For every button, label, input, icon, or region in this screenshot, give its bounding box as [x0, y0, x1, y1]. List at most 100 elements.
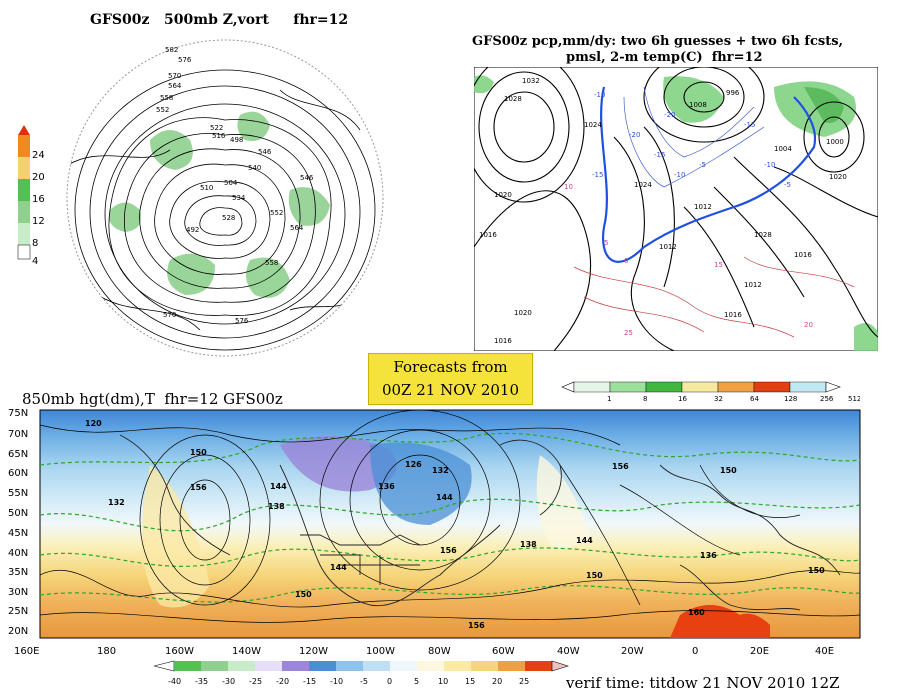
temp-contours-cold: [623, 86, 765, 188]
coastlines: [119, 434, 841, 611]
polar-boundary: [66, 39, 384, 357]
pressure-label: 996: [726, 89, 740, 97]
temp-label: -15: [592, 171, 603, 179]
pressure-label: 1020: [494, 191, 512, 199]
lon-label: 60W: [492, 646, 515, 657]
lon-label: 0: [692, 646, 698, 657]
precip-cbar-label: 8: [643, 395, 647, 403]
lat-label: 50N: [8, 508, 28, 519]
precip-cbar-label: 256: [820, 395, 834, 403]
lon-label: 160E: [14, 646, 39, 657]
height-label: 138: [520, 540, 537, 549]
lon-label: 180: [97, 646, 116, 657]
h850-cbar-label: 10: [438, 677, 448, 686]
temp-label: -10: [594, 91, 605, 99]
pressure-label: 1004: [774, 145, 792, 153]
h850-cbar-label: 0: [387, 677, 392, 686]
temp-label: -15: [744, 121, 755, 129]
forecast-box-line1: Forecasts from: [393, 358, 508, 376]
contour-label: 564: [168, 82, 182, 90]
contour-label: 564: [290, 224, 304, 232]
pressure-label: 1016: [794, 251, 812, 259]
height-label: 144: [270, 482, 287, 491]
lat-label: 20N: [8, 626, 28, 637]
h850-colorbar: -40 -35 -30 -25 -20 -15 -10 -5 0 5 10 15…: [153, 660, 570, 686]
height-label: 132: [108, 498, 125, 507]
precip-cbar-label: 64: [750, 395, 759, 403]
contour-label: 570: [168, 72, 181, 80]
height-labels: 120 150 156 132 144 138 126 132 136 144 …: [85, 419, 825, 630]
verif-time: verif time: titdow 21 NOV 2010 12Z: [566, 674, 840, 692]
vort-cbar-label: 12: [32, 216, 45, 227]
precip-cbar-label: 1: [607, 395, 611, 403]
pressure-label: 1032: [522, 77, 540, 85]
precip-colorbar: 1 8 16 32 64 128 256 512: [561, 381, 860, 403]
contour-label: 522: [210, 124, 223, 132]
height-label: 144: [436, 493, 453, 502]
temp-label: 0: [624, 257, 628, 265]
lon-label: 20W: [621, 646, 644, 657]
h850-cbar-label: -40: [168, 677, 181, 686]
lat-label: 65N: [8, 449, 28, 460]
lon-label: 120W: [299, 646, 328, 657]
contour-label: 546: [258, 148, 272, 156]
temp-label: -5: [784, 181, 791, 189]
temp-label: -10: [764, 161, 775, 169]
lat-label: 75N: [8, 408, 28, 419]
height-label: 150: [808, 566, 825, 575]
precip-cbar-label: 128: [784, 395, 797, 403]
pressure-labels: 1032 1028 1024 1020 1016 1012 1008 1004 …: [479, 77, 847, 345]
contour-label: 576: [235, 317, 249, 325]
vort-cbar-label: 4: [32, 256, 38, 267]
precip-cbar-label: 16: [678, 395, 687, 403]
temp-isotherms: [39, 432, 861, 603]
contour-label: 558: [160, 94, 173, 102]
height-label: 144: [330, 563, 347, 572]
pressure-label: 1000: [826, 138, 844, 146]
precip-title-line1: GFS00z pcp,mm/dy: two 6h guesses + two 6…: [472, 34, 844, 49]
height-label: 150: [295, 590, 312, 599]
height-label: 136: [378, 482, 395, 491]
lon-label: 100W: [366, 646, 395, 657]
pressure-label: 1024: [634, 181, 652, 189]
pressure-label: 1008: [689, 101, 707, 109]
contour-label: 510: [200, 184, 213, 192]
height-label: 144: [576, 536, 593, 545]
forecast-box: Forecasts from 00Z 21 NOV 2010: [368, 353, 533, 405]
contour-label: 552: [270, 209, 283, 217]
contour-label: 558: [265, 259, 278, 267]
contour-label: 540: [248, 164, 261, 172]
pressure-label: 1028: [754, 231, 772, 239]
height-label: 156: [468, 621, 485, 630]
lat-label: 40N: [8, 548, 28, 559]
precip-cbar-label: 512: [848, 395, 860, 403]
height-label: 150: [586, 571, 603, 580]
vort-cbar-label: 16: [32, 194, 45, 205]
lon-labels: 160E 180 160W 140W 120W 100W 80W 60W 40W…: [14, 646, 834, 657]
h850-cbar-label: -35: [195, 677, 208, 686]
vort-cbar-label: 24: [32, 150, 45, 161]
vort500-contours: [67, 69, 376, 351]
height-label: 156: [440, 546, 457, 555]
temp-contours-warm: [573, 256, 855, 338]
height-label: 156: [190, 483, 207, 492]
vort500-title: GFS00z 500mb Z,vort fhr=12: [90, 12, 349, 28]
vort500-map: 24 20 16 12 8 4 582 576 570 564 558 552 …: [17, 39, 384, 357]
vort500-colorbar: 24 20 16 12 8 4: [17, 125, 45, 267]
precip-cbar-label: 32: [714, 395, 723, 403]
contour-label: 492: [186, 226, 199, 234]
temp-label: 5: [604, 239, 608, 247]
vort500-contour-labels: 582 576 570 564 558 552 546 540 534 528 …: [156, 46, 314, 325]
h850-cbar-label: 15: [465, 677, 475, 686]
lat-label: 70N: [8, 429, 28, 440]
contour-label: 516: [212, 132, 226, 140]
contour-label: 582: [165, 46, 178, 54]
temp-label: 20: [804, 321, 813, 329]
pressure-label: 1024: [584, 121, 602, 129]
pressure-label: 1016: [494, 337, 512, 345]
lon-label: 140W: [232, 646, 261, 657]
lon-label: 40E: [815, 646, 834, 657]
temp-label: 15: [714, 261, 723, 269]
height-label: 160: [688, 608, 705, 617]
h850-cbar-label: -20: [276, 677, 289, 686]
